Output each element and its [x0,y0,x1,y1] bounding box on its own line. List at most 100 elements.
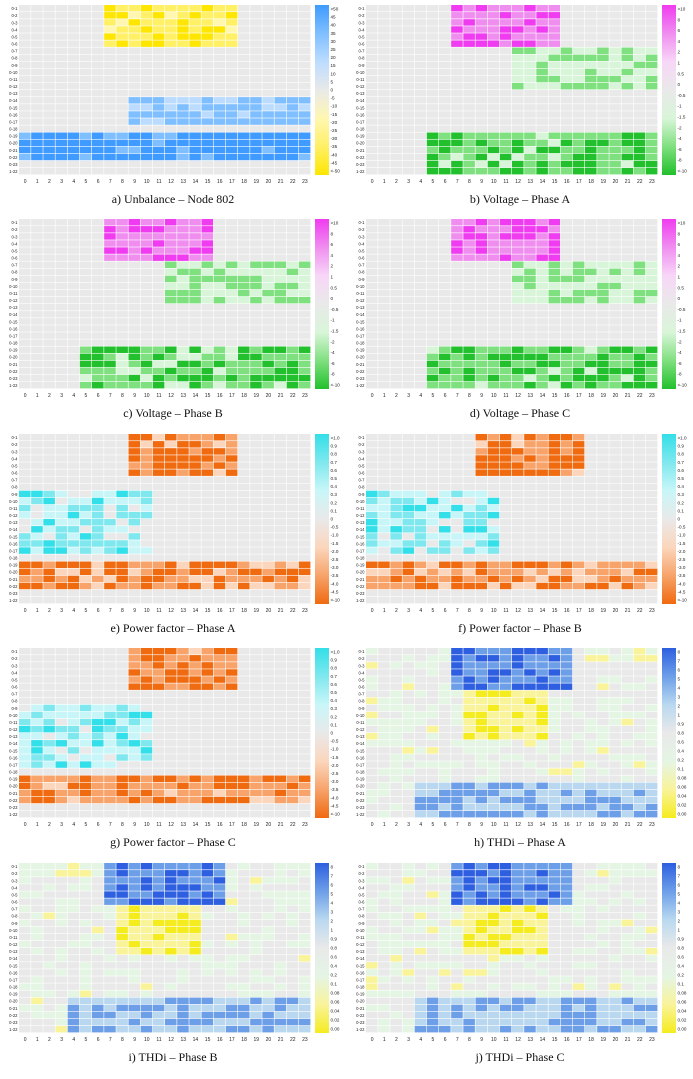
heatmap-cell [560,82,573,90]
heatmap-cell [585,690,597,697]
heatmap-svg: 0-10-20-30-40-50-60-70-80-90-100-110-120… [356,434,687,614]
row-label: 0-23 [9,805,18,810]
heatmap-cell [402,533,415,540]
column-label: 3 [407,608,410,614]
heatmap-cell [487,533,500,540]
heatmap-cell [463,718,475,726]
heatmap-cell [366,68,378,76]
heatmap-cell [213,575,226,583]
heatmap-cell [274,596,287,604]
heatmap-cell [140,367,153,375]
heatmap-cell [201,648,214,655]
heatmap-cell [31,125,43,132]
heatmap-cell [262,504,274,512]
legend-tick-label: 0.5 [331,690,338,695]
heatmap-cell [79,504,92,512]
heatmap-cell [499,254,512,261]
heatmap-cell [92,61,104,69]
heatmap-cell [92,725,104,733]
heatmap-cell [402,469,415,476]
heatmap-cell [390,683,402,690]
heatmap-cell [475,111,488,118]
column-label: 1 [383,393,386,399]
heatmap-cell [548,711,561,719]
heatmap-cell [189,339,201,346]
heatmap-cell [262,226,274,233]
heatmap-cell [213,540,226,547]
heatmap-cell [366,289,378,297]
heatmap-cell [390,381,402,389]
heatmap-cell [238,153,250,161]
heatmap-cell [402,47,415,54]
heatmap-cell [140,219,153,226]
legend-bar [662,434,676,604]
heatmap-cell [128,304,141,311]
heatmap-cell [645,469,658,476]
heatmap-cell [390,146,402,154]
heatmap-cell [298,718,311,726]
heatmap-cell [378,360,390,368]
heatmap-cell [548,519,561,526]
heatmap-cell [140,332,153,339]
row-label: 0-2 [11,656,18,661]
heatmap-cell [512,761,524,768]
heatmap-cell [487,33,500,40]
heatmap-cell [390,325,402,332]
heatmap-cell [463,167,475,175]
heatmap-cell [402,19,415,26]
heatmap-cell [366,275,378,283]
heatmap-cell [104,497,116,505]
heatmap-cell [439,26,451,33]
row-label: 0-22 [356,155,365,160]
heatmap-cell [225,75,238,83]
heatmap-cell [439,132,451,139]
heatmap-cell [140,325,153,332]
heatmap-cell [104,711,116,719]
heatmap-cell [128,455,141,462]
heatmap-cell [597,434,609,441]
heatmap-cell [633,33,646,40]
heatmap-cell [274,61,287,69]
heatmap-cell [378,132,390,139]
heatmap-cell [487,125,500,132]
heatmap-cell [439,540,451,547]
row-label: 0-22 [9,155,18,160]
heatmap-cell [512,125,524,132]
heatmap-cell [524,519,536,526]
heatmap-cell [536,561,548,568]
heatmap-cell [55,5,68,12]
heatmap-cell [378,740,390,747]
heatmap-cell [645,367,658,375]
heatmap-cell [439,97,451,104]
heatmap-cell [426,40,439,47]
heatmap-cell [512,339,524,346]
heatmap-cell [250,575,262,583]
heatmap-cell [274,132,287,139]
heatmap-cell [609,26,621,33]
heatmap-cell [43,469,55,476]
heatmap-cell [67,381,80,389]
heatmap-cell [487,90,500,97]
heatmap-cell [189,504,201,512]
heatmap-cell [512,740,524,747]
heatmap-cell [213,711,226,719]
heatmap-cell [225,47,238,54]
heatmap-cell [213,261,226,268]
heatmap-cell [609,747,621,754]
heatmap-cell [512,311,524,318]
heatmap-cell [55,360,68,368]
row-label: 0-15 [356,105,365,110]
heatmap-cell [262,547,274,554]
heatmap-cell [250,61,262,69]
legend-tick-label: 0.5 [331,476,338,481]
heatmap-cell [439,533,451,540]
heatmap-cell [645,582,658,590]
heatmap-cell [536,697,548,705]
heatmap-cell [366,160,378,168]
heatmap-cell [213,247,226,254]
heatmap-cell [390,582,402,590]
heatmap-cell [597,655,609,662]
legend-tick-label: -4 [678,136,683,141]
heatmap-cell [67,254,80,261]
heatmap-cell [475,167,488,175]
